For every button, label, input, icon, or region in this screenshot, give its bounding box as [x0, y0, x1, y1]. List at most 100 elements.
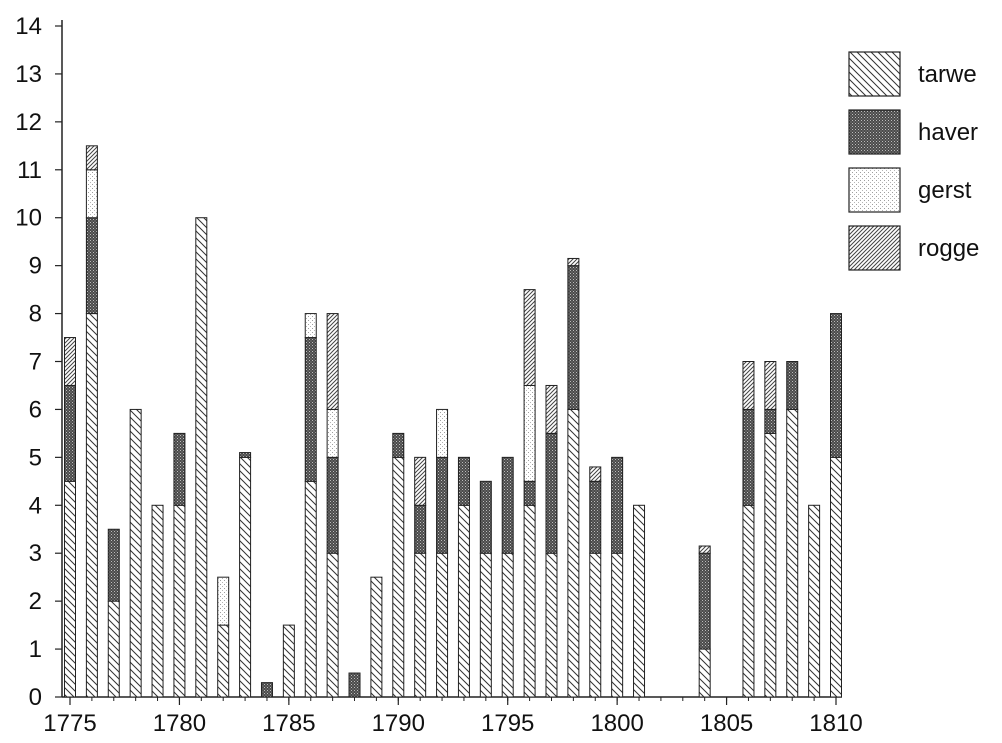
- bar-tarwe-1776: [85, 313, 98, 698]
- bar-haver-1807: [764, 408, 777, 434]
- y-tick-label: 14: [15, 13, 42, 40]
- y-tick-label: 10: [15, 205, 42, 232]
- bar-rogge-1798: [567, 257, 580, 267]
- bar-tarwe-1801: [633, 504, 646, 698]
- bar-haver-1791: [414, 504, 427, 554]
- x-tick-label: 1780: [153, 710, 206, 737]
- bar-tarwe-1785: [282, 624, 295, 698]
- bar-tarwe-1810: [830, 456, 842, 698]
- bar-tarwe-1783: [239, 456, 252, 698]
- bar-haver-1784: [260, 682, 273, 698]
- y-tick-label: 5: [29, 444, 42, 471]
- bar-tarwe-1780: [173, 504, 186, 698]
- bar-rogge-1807: [764, 361, 777, 410]
- y-tick-label: 0: [29, 684, 42, 711]
- bar-haver-1777: [107, 528, 120, 602]
- legend-swatch-haver: [848, 109, 901, 155]
- bar-rogge-1796: [523, 289, 536, 386]
- legend: tarwe haver gerst rogge: [848, 51, 979, 271]
- bar-haver-1788: [348, 672, 361, 698]
- bar-haver-1780: [173, 432, 186, 506]
- y-tick-label: 1: [29, 636, 42, 663]
- bar-haver-1792: [436, 456, 449, 554]
- bar-tarwe-1795: [501, 552, 514, 698]
- bar-haver-1794: [479, 480, 492, 554]
- bar-rogge-1806: [742, 361, 755, 410]
- bar-tarwe-1779: [151, 504, 164, 698]
- bar-tarwe-1793: [457, 504, 470, 698]
- legend-swatch-rogge: [848, 225, 901, 271]
- y-tick-label: 6: [29, 396, 42, 423]
- x-tick-label: 1805: [700, 710, 753, 737]
- bar-tarwe-1800: [611, 552, 624, 698]
- bar-haver-1798: [567, 265, 580, 410]
- bar-haver-1808: [786, 361, 799, 410]
- bar-rogge-1791: [414, 456, 427, 506]
- bar-gerst-1776: [85, 169, 98, 219]
- bar-haver-1786: [304, 337, 317, 482]
- bar-tarwe-1797: [545, 552, 558, 698]
- bar-tarwe-1804: [698, 648, 711, 698]
- bar-haver-1806: [742, 408, 755, 506]
- bars: [64, 145, 842, 698]
- bar-tarwe-1777: [107, 600, 120, 698]
- legend-label-rogge: rogge: [918, 235, 979, 262]
- bar-haver-1810: [830, 313, 842, 458]
- bar-haver-1800: [611, 456, 624, 554]
- bar-haver-1787: [326, 456, 339, 554]
- bar-tarwe-1809: [808, 504, 821, 698]
- bar-gerst-1787: [326, 408, 339, 458]
- bar-tarwe-1796: [523, 504, 536, 698]
- y-tick-label: 8: [29, 301, 42, 328]
- bar-tarwe-1794: [479, 552, 492, 698]
- x-tick-label: 1775: [43, 710, 96, 737]
- bar-tarwe-1792: [436, 552, 449, 698]
- bar-gerst-1792: [436, 408, 449, 458]
- bar-haver-1790: [392, 432, 405, 458]
- bar-rogge-1787: [326, 313, 339, 410]
- x-tick-label: 1785: [262, 710, 315, 737]
- bar-tarwe-1799: [589, 552, 602, 698]
- y-tick-label: 2: [29, 588, 42, 615]
- bar-haver-1795: [501, 456, 514, 554]
- y-tick-label: 11: [17, 157, 42, 184]
- bar-tarwe-1791: [414, 552, 427, 698]
- bar-tarwe-1798: [567, 408, 580, 698]
- y-tick-label: 13: [15, 61, 42, 88]
- bar-haver-1797: [545, 432, 558, 554]
- y-tick-label: 9: [29, 253, 42, 280]
- bar-rogge-1775: [64, 337, 76, 386]
- x-tick-label: 1800: [590, 710, 643, 737]
- y-tick-label: 12: [15, 109, 42, 136]
- legend-label-gerst: gerst: [918, 177, 972, 204]
- bar-tarwe-1808: [786, 408, 799, 698]
- bar-rogge-1776: [85, 145, 98, 171]
- bar-tarwe-1787: [326, 552, 339, 698]
- bar-tarwe-1778: [129, 408, 142, 698]
- bar-tarwe-1806: [742, 504, 755, 698]
- bar-haver-1793: [457, 456, 470, 506]
- bar-tarwe-1807: [764, 432, 777, 698]
- bar-gerst-1796: [523, 384, 536, 482]
- x-tick-label: 1790: [372, 710, 425, 737]
- bar-haver-1776: [85, 217, 98, 315]
- bar-tarwe-1782: [217, 624, 230, 698]
- bar-haver-1796: [523, 480, 536, 506]
- y-tick-label: 3: [29, 540, 42, 567]
- bar-haver-1804: [698, 552, 711, 650]
- bar-haver-1799: [589, 480, 602, 554]
- x-tick-label: 1810: [809, 710, 862, 737]
- bar-rogge-1804: [698, 545, 711, 554]
- bar-tarwe-1786: [304, 480, 317, 698]
- bar-haver-1783: [239, 452, 252, 458]
- y-tick-label: 7: [29, 349, 42, 376]
- bar-haver-1775: [64, 384, 76, 482]
- y-tick-label: 4: [29, 492, 42, 519]
- bar-tarwe-1781: [195, 217, 208, 698]
- legend-swatch-tarwe: [848, 51, 901, 97]
- legend-label-tarwe: tarwe: [918, 61, 977, 88]
- bar-tarwe-1775: [64, 480, 76, 698]
